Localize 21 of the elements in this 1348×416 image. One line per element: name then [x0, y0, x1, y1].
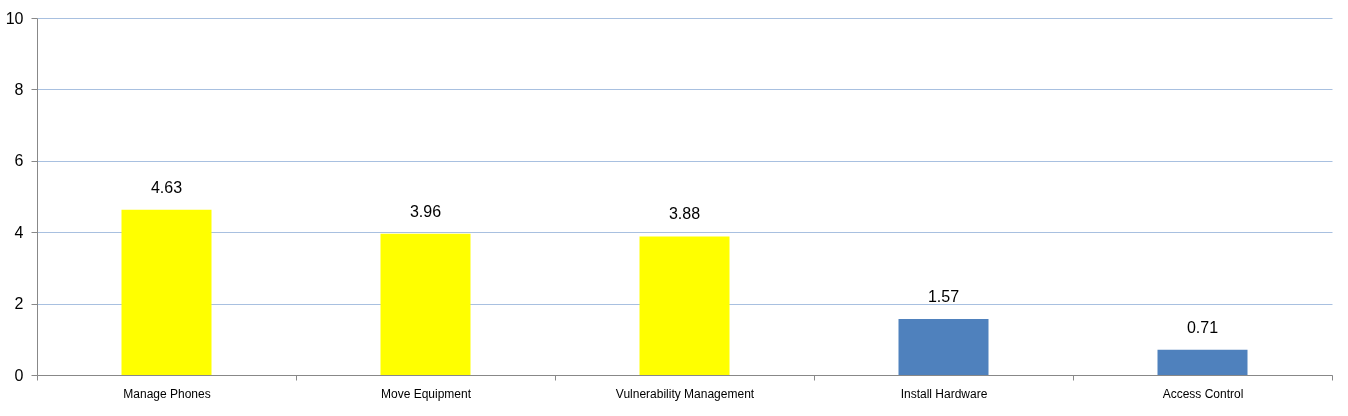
x-tick-label: Access Control — [1162, 386, 1244, 401]
y-tick-label: 10 — [5, 9, 24, 27]
bar — [639, 236, 730, 375]
data-label: 3.88 — [668, 205, 701, 223]
y-tick-label: 8 — [14, 80, 24, 98]
y-tick-label: 6 — [14, 152, 24, 170]
x-tick-label: Install Hardware — [900, 386, 988, 401]
bar — [380, 233, 471, 375]
bar — [898, 318, 989, 375]
x-tick-label: Manage Phones — [123, 386, 211, 401]
x-tick-label: Vulnerability Management — [615, 386, 755, 401]
bar — [121, 209, 212, 375]
data-label: 3.96 — [409, 202, 442, 220]
y-tick-label: 4 — [14, 223, 24, 241]
bar — [1157, 349, 1248, 375]
data-label: 1.57 — [927, 287, 960, 305]
data-label: 4.63 — [150, 178, 183, 196]
x-tick-label: Move Equipment — [380, 386, 472, 401]
data-label: 0.71 — [1186, 318, 1219, 336]
y-tick-label: 0 — [14, 366, 24, 384]
y-tick-label: 2 — [14, 295, 24, 313]
